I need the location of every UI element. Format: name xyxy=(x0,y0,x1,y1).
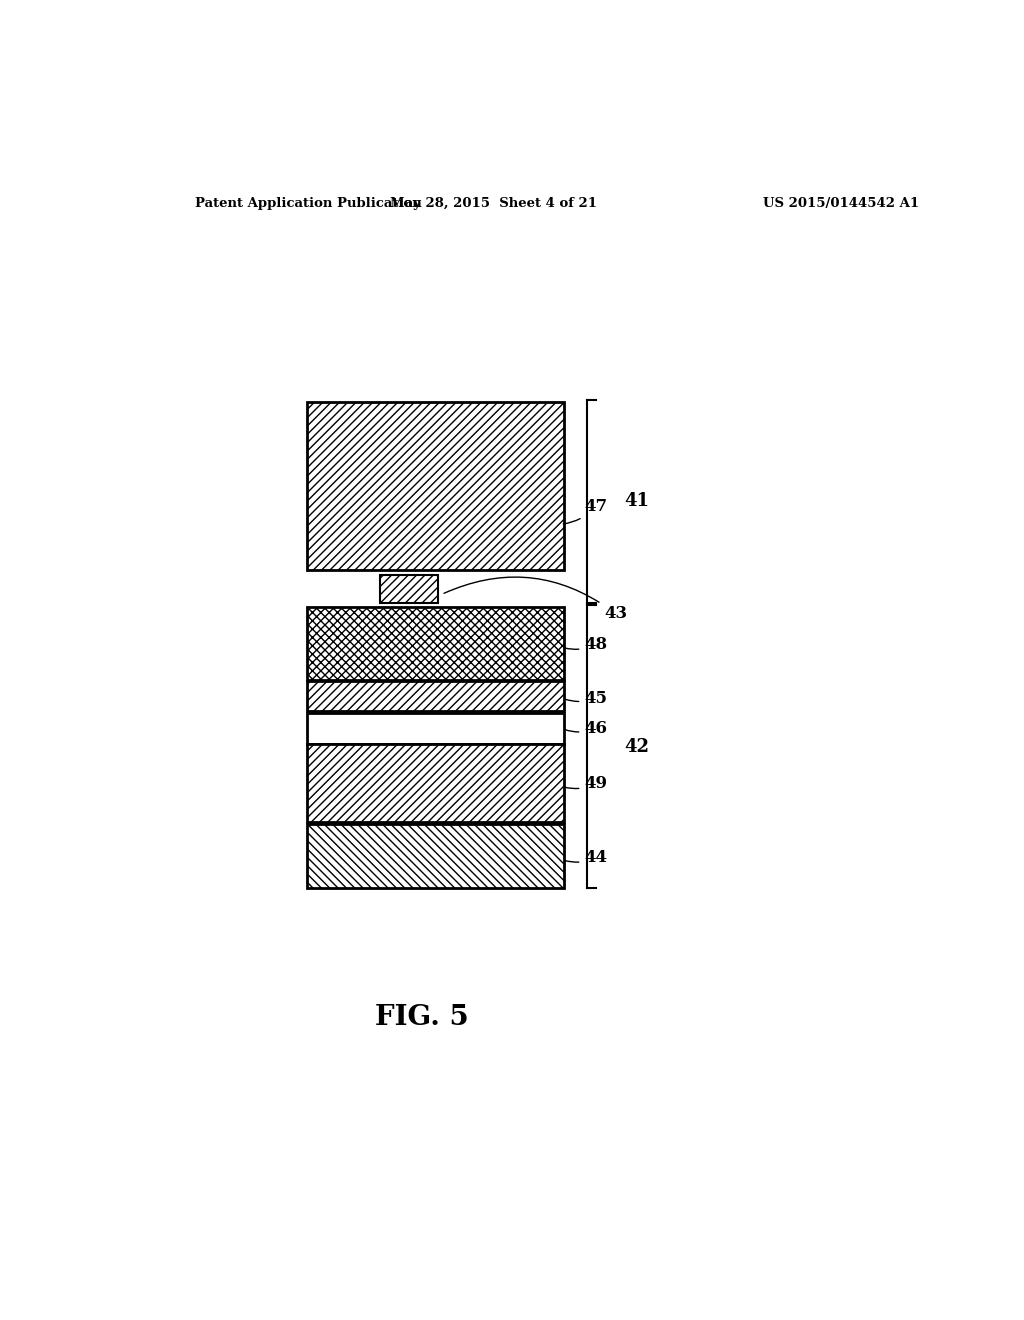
Text: 49: 49 xyxy=(565,775,607,792)
Text: 42: 42 xyxy=(624,738,649,756)
Text: 45: 45 xyxy=(564,689,607,706)
Bar xyxy=(306,824,564,888)
Bar xyxy=(306,744,564,822)
Text: FIG. 5: FIG. 5 xyxy=(375,1003,469,1031)
Bar xyxy=(380,576,437,602)
Text: May 28, 2015  Sheet 4 of 21: May 28, 2015 Sheet 4 of 21 xyxy=(389,197,597,210)
Text: Patent Application Publication: Patent Application Publication xyxy=(196,197,422,210)
Text: US 2015/0144542 A1: US 2015/0144542 A1 xyxy=(763,197,919,210)
Text: 44: 44 xyxy=(565,849,607,866)
Bar xyxy=(306,681,564,711)
Text: 46: 46 xyxy=(564,721,607,737)
Bar xyxy=(306,403,564,570)
Bar xyxy=(306,607,564,680)
Text: 48: 48 xyxy=(565,636,607,652)
Text: 41: 41 xyxy=(624,492,649,510)
Bar xyxy=(306,713,564,744)
Text: 47: 47 xyxy=(563,498,607,524)
Text: 43: 43 xyxy=(444,577,628,622)
